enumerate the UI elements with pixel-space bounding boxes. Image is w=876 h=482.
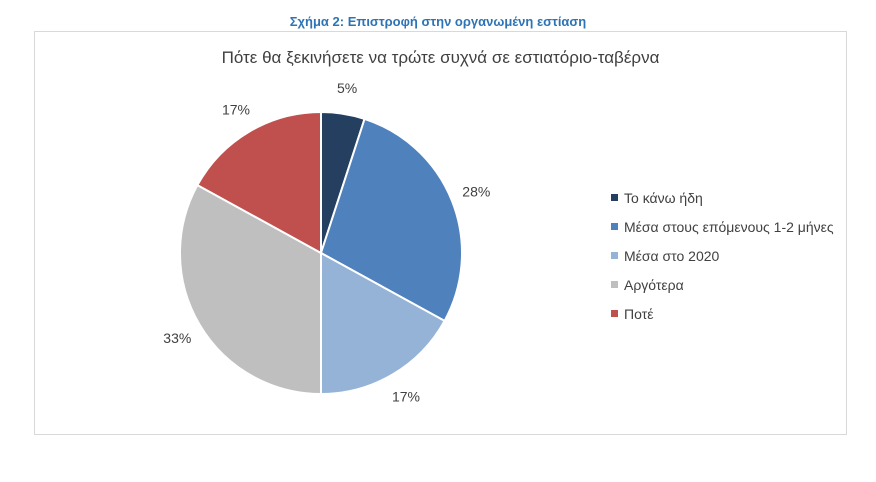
figure-caption: Σχήμα 2: Επιστροφή στην οργανωμένη εστία… [289,14,587,29]
legend-label: Μέσα στο 2020 [624,247,720,264]
legend-swatch [611,223,618,230]
legend: Το κάνω ήδη Μέσα στους επόμενους 1-2 μήνε… [611,183,834,328]
pie-chart: 5% 28% 17% 33% 17% [163,80,490,405]
legend-label: Ποτέ [624,305,654,322]
data-label: 17% [222,101,250,117]
legend-swatch [611,310,618,317]
legend-label: Μέσα στους επόμενους 1-2 μήνες [624,218,834,235]
legend-item: Μέσα στο 2020 [611,241,834,270]
legend-item: Το κάνω ήδη [611,183,834,212]
pie-slice [179,183,322,396]
pie-slice [319,117,463,323]
data-label: 17% [392,389,420,405]
legend-swatch [611,252,618,259]
data-label: 28% [462,184,490,200]
chart-area: Πότε θα ξεκινήσετε να τρώτε συχνά σε εστ… [34,31,847,435]
legend-item: Αργότερα [611,270,834,299]
legend-swatch [611,281,618,288]
data-label: 5% [337,80,357,96]
legend-item: Μέσα στους επόμενους 1-2 μήνες [611,212,834,241]
chart-title: Πότε θα ξεκινήσετε να τρώτε συχνά σε εστ… [221,48,660,67]
legend-item: Ποτέ [611,299,834,328]
legend-swatch [611,194,618,201]
pie-slice [320,251,446,396]
legend-label: Το κάνω ήδη [624,189,703,206]
pie-slice [196,110,322,255]
legend-label: Αργότερα [624,276,684,293]
data-label: 33% [163,330,191,346]
